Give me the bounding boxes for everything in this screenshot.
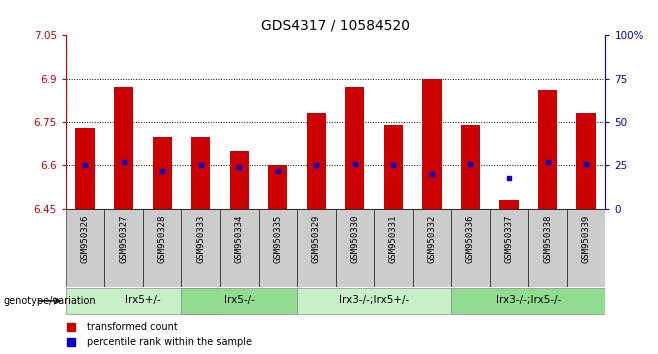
Title: GDS4317 / 10584520: GDS4317 / 10584520 xyxy=(261,19,410,33)
Bar xyxy=(66,209,105,287)
Bar xyxy=(220,209,259,287)
Bar xyxy=(307,113,326,209)
Bar xyxy=(297,288,451,314)
Bar xyxy=(528,209,567,287)
Bar xyxy=(191,137,211,209)
Text: lrx3-/-;lrx5-/-: lrx3-/-;lrx5-/- xyxy=(495,295,561,306)
Text: genotype/variation: genotype/variation xyxy=(3,296,96,306)
Bar xyxy=(451,209,490,287)
Text: transformed count: transformed count xyxy=(88,322,178,332)
Text: lrx3-/-;lrx5+/-: lrx3-/-;lrx5+/- xyxy=(339,295,409,306)
Text: GSM950338: GSM950338 xyxy=(543,215,552,263)
Bar xyxy=(153,137,172,209)
Text: GSM950335: GSM950335 xyxy=(273,215,282,263)
Text: GSM950331: GSM950331 xyxy=(389,215,398,263)
Text: GSM950328: GSM950328 xyxy=(158,215,166,263)
Text: GSM950327: GSM950327 xyxy=(119,215,128,263)
Bar xyxy=(297,209,336,287)
Bar xyxy=(66,288,220,314)
Bar xyxy=(567,209,605,287)
Bar xyxy=(259,209,297,287)
Text: GSM950337: GSM950337 xyxy=(505,215,513,263)
Bar xyxy=(268,166,288,209)
Text: lrx5+/-: lrx5+/- xyxy=(125,295,161,306)
Bar xyxy=(499,200,519,209)
Bar xyxy=(490,209,528,287)
Bar xyxy=(576,113,595,209)
Bar xyxy=(336,209,374,287)
Bar xyxy=(230,151,249,209)
Bar xyxy=(384,125,403,209)
Text: GSM950336: GSM950336 xyxy=(466,215,475,263)
Text: GSM950330: GSM950330 xyxy=(350,215,359,263)
Text: GSM950326: GSM950326 xyxy=(80,215,89,263)
Bar xyxy=(422,79,442,209)
Bar xyxy=(413,209,451,287)
Bar xyxy=(374,209,413,287)
Bar xyxy=(461,125,480,209)
Bar xyxy=(143,209,182,287)
Text: GSM950333: GSM950333 xyxy=(196,215,205,263)
Bar xyxy=(345,87,365,209)
Text: lrx5-/-: lrx5-/- xyxy=(224,295,255,306)
Bar xyxy=(76,128,95,209)
Text: GSM950334: GSM950334 xyxy=(235,215,243,263)
Text: GSM950332: GSM950332 xyxy=(428,215,436,263)
Bar xyxy=(182,288,297,314)
Text: percentile rank within the sample: percentile rank within the sample xyxy=(88,337,253,347)
Bar xyxy=(182,209,220,287)
Bar xyxy=(451,288,605,314)
Bar xyxy=(538,90,557,209)
Bar xyxy=(105,209,143,287)
Bar xyxy=(114,87,133,209)
Text: GSM950329: GSM950329 xyxy=(312,215,321,263)
Text: GSM950339: GSM950339 xyxy=(582,215,591,263)
